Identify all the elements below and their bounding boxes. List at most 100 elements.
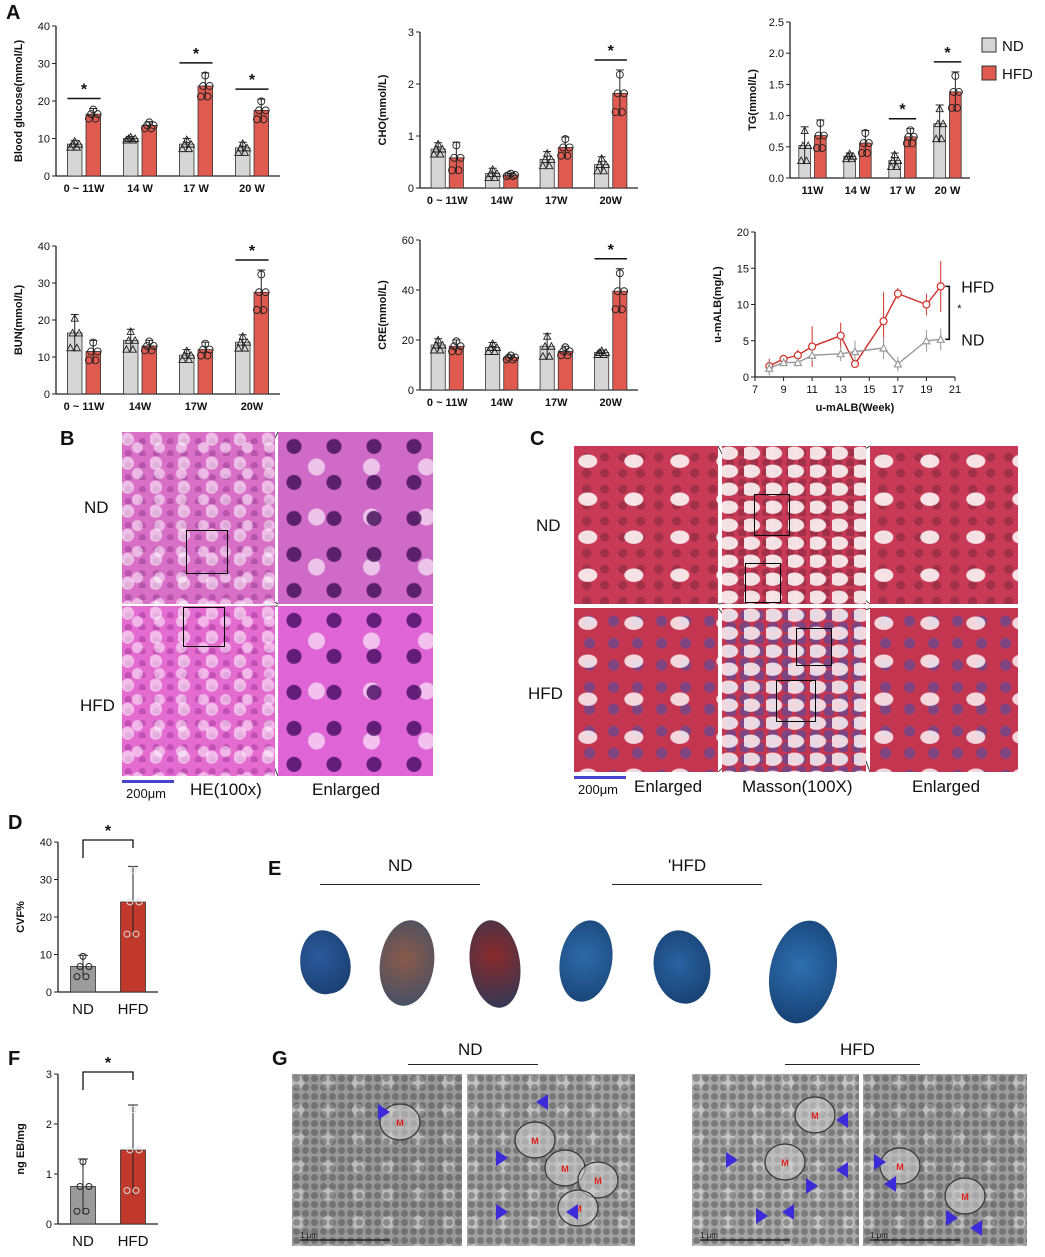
cho-point-hfd [611, 108, 620, 117]
cre-point-hfd [561, 343, 570, 352]
glucose-sig-star: * [249, 72, 256, 89]
cre-point-nd [431, 340, 441, 349]
he-enlarged-label: Enlarged [312, 780, 381, 799]
eb-xtick-label: ND [72, 1233, 94, 1250]
he-nd-zoom-box [186, 530, 228, 574]
tg-point-hfd [816, 119, 825, 128]
eb-point [132, 1187, 140, 1194]
tg-point-hfd [812, 144, 821, 152]
cre-xtick-label: 14W [490, 397, 513, 409]
cvf-ylabel: CVF% [15, 901, 27, 933]
masson-scale-bar [574, 776, 626, 779]
em-scale-label: 1 μm [870, 1231, 888, 1240]
malb-point-nd [793, 357, 803, 367]
cre-point-hfd [506, 351, 515, 360]
glucose-point-hfd [257, 97, 266, 106]
cho-point-nd [490, 173, 500, 182]
cho-xtick-label: 14W [490, 195, 513, 207]
cho-point-hfd [618, 108, 626, 117]
glucose-point-hfd [259, 115, 268, 124]
mitochondrion-outline [577, 1161, 619, 1199]
cho-point-nd [433, 139, 443, 148]
cre-ytick-label: 0 [408, 385, 414, 397]
cho-point-nd [545, 161, 554, 170]
he-hfd-overview-image [122, 606, 275, 776]
malb-point-hfd [836, 331, 845, 340]
bun-point-nd [126, 327, 135, 335]
tg-point-hfd [814, 131, 823, 140]
cre-point-nd [599, 350, 609, 358]
glucose-point-hfd [91, 114, 100, 123]
he-hfd-enlarged-image [278, 606, 433, 776]
eb-xtick-label: HFD [118, 1233, 149, 1250]
glucose-point-hfd [205, 82, 214, 90]
glucose-ytick-label: 20 [38, 96, 50, 108]
cre-point-hfd [611, 305, 620, 314]
malb-sig-star: * [957, 303, 962, 315]
malb-xtick-label: 15 [863, 384, 875, 396]
mitochondrion-outline [944, 1177, 986, 1215]
tg-point-hfd [859, 139, 868, 148]
glucose-point-nd [236, 143, 245, 152]
cre-point-hfd [450, 342, 459, 351]
cho-point-nd [429, 149, 439, 158]
bun-point-nd [184, 355, 194, 364]
cre-point-nd [601, 348, 611, 356]
cre-point-hfd [511, 353, 520, 362]
malb-ytick-label: 20 [737, 227, 749, 239]
bun-xtick-label: 14W [129, 401, 152, 413]
cho-point-nd [486, 168, 495, 177]
cho-point-nd [595, 160, 604, 169]
cre-point-hfd [613, 287, 622, 296]
glucose-sig-star: * [81, 82, 88, 99]
tg-point-nd [931, 134, 941, 143]
cre-point-nd [492, 343, 502, 351]
cre-ytick-label: 20 [402, 335, 414, 347]
em-scale-label: 1 μm [700, 1231, 718, 1240]
malb-ytick-label: 15 [737, 263, 749, 275]
tg-point-nd [845, 149, 854, 158]
masson-nd-enlarged-left-image [574, 446, 718, 604]
tg-ytick-label: 2.5 [769, 17, 784, 29]
bun-point-nd [70, 313, 79, 322]
tg-point-hfd [861, 129, 870, 138]
cre-point-hfd [504, 353, 513, 362]
kidney-nd-label: ND [388, 856, 413, 875]
masson-enlarged-left-label: Enlarged [634, 777, 703, 796]
cho-point-hfd [563, 151, 572, 160]
bun-point-hfd [259, 306, 268, 314]
bun-point-nd [236, 337, 245, 346]
eb-ytick-label: 1 [46, 1169, 52, 1181]
cvf-ytick-label: 10 [40, 950, 52, 962]
tg-point-hfd [864, 139, 873, 148]
masson-hfd-enlarged-left-image [574, 608, 718, 772]
cho-point-nd [601, 160, 611, 169]
cre-point-hfd [559, 347, 568, 356]
tg-ytick-label: 0.5 [769, 142, 784, 154]
mitochondrion-outline [379, 1103, 421, 1141]
panel-letter-c: C [530, 428, 545, 450]
tg-point-nd [890, 150, 899, 158]
glucose-xtick-label: 0 ~ 11W [64, 183, 105, 195]
cho-ytick-label: 3 [408, 27, 414, 39]
cre-point-nd [545, 351, 554, 360]
mitochondrion-label: M [396, 1118, 404, 1128]
he-nd-enlarged-image [278, 432, 433, 604]
cvf-ytick-label: 0 [46, 987, 52, 999]
malb-xtick-label: 13 [835, 384, 847, 396]
mitochondria-arrowhead-icon [566, 1204, 578, 1220]
cre-ylabel: CRE(mmol/L) [377, 280, 389, 350]
mitochondria-arrowhead-icon [836, 1112, 848, 1128]
bun-point-nd [240, 343, 250, 352]
bun-point-nd [242, 337, 252, 346]
mitochondrion-label: M [531, 1136, 539, 1146]
bun-point-hfd [145, 337, 154, 346]
bun-point-nd [180, 350, 189, 359]
cho-point-hfd [448, 166, 457, 175]
cho-point-hfd [450, 153, 459, 162]
bun-point-hfd [261, 288, 270, 297]
cho-point-nd [593, 166, 602, 175]
bun-point-nd [74, 328, 84, 337]
cre-point-hfd [448, 347, 457, 356]
cho-point-hfd [454, 166, 463, 175]
